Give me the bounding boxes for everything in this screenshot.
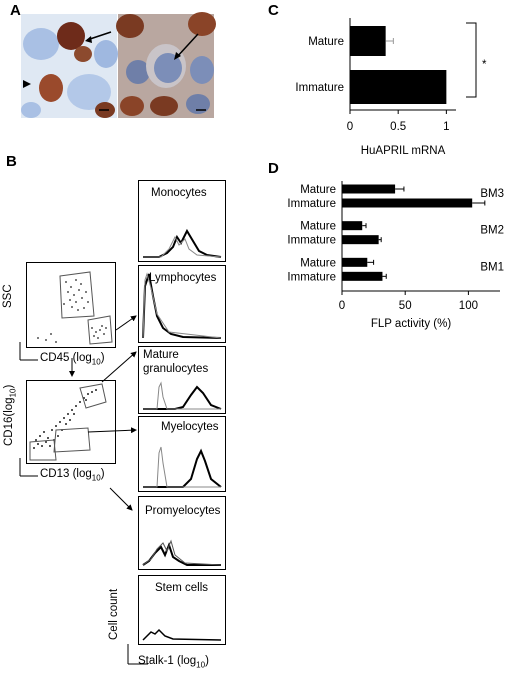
dot-plot-2-xlabel: CD13 (log10) (40, 468, 105, 483)
bar (350, 26, 386, 56)
bar (342, 221, 363, 231)
histogram-mature-granulocytes: Mature granulocytes (138, 346, 226, 414)
chart-d: Mature Immature Mature Immature Mature Immatu… (287, 181, 504, 330)
category-label: Immature (287, 271, 336, 283)
category-label: Mature (308, 36, 344, 48)
dot-plot-cd45-ssc (26, 262, 116, 348)
category-label: Mature (300, 257, 336, 269)
significance-bracket (466, 22, 477, 98)
histogram-ylabel: Cell count (108, 588, 120, 640)
dot-plot-cd13-cd16 (26, 380, 116, 464)
histogram-stem-cells: Stem cells (138, 575, 226, 645)
bar (342, 184, 396, 194)
bar (350, 70, 447, 104)
category-label: Mature (300, 184, 336, 196)
panel-label-a: A (10, 2, 21, 19)
category-label: Immature (295, 82, 344, 94)
histogram-label: Lymphocytes (149, 272, 217, 284)
panel-label-b: B (6, 153, 17, 170)
histogram-label-line1: Mature (143, 349, 179, 361)
micrograph-right (116, 12, 216, 118)
bar (342, 198, 473, 208)
group-label: BM2 (480, 225, 504, 237)
category-label: Mature (300, 221, 336, 233)
x-tick-label: 50 (399, 300, 412, 312)
bar (342, 257, 368, 267)
histogram-lymphocytes: Lymphocytes (138, 265, 226, 343)
bar (342, 235, 379, 245)
histogram-promyelocytes: Promyelocytes (138, 496, 226, 570)
histogram-label-line2: granulocytes (143, 363, 209, 375)
histogram-label: Myelocytes (161, 421, 219, 433)
x-tick-label: 100 (459, 300, 478, 312)
panel-label-d: D (268, 160, 279, 177)
chart-c: Mature Immature 0 0.5 1 HuAPRIL mRNA * (295, 18, 487, 157)
histogram-axes (127, 644, 148, 665)
histogram-label: Promyelocytes (145, 505, 221, 517)
micrograph-left (21, 14, 118, 118)
x-tick-label: 1 (443, 121, 449, 133)
histogram-label: Stem cells (155, 582, 209, 594)
significance-label: * (482, 59, 487, 71)
bar (342, 271, 383, 281)
histogram-monocytes: Monocytes (138, 180, 226, 262)
category-label: Immature (287, 235, 336, 247)
x-axis-label: FLP activity (%) (371, 318, 451, 330)
x-tick-label: 0.5 (390, 121, 406, 133)
category-label: Immature (287, 198, 336, 210)
histogram-label: Monocytes (151, 187, 207, 199)
x-tick-label: 0 (339, 300, 345, 312)
group-label: BM1 (480, 261, 504, 273)
x-tick-label: 0 (347, 121, 353, 133)
x-axis-label: HuAPRIL mRNA (361, 145, 446, 157)
panel-label-c: C (268, 2, 279, 19)
histogram-myelocytes: Myelocytes (138, 416, 226, 492)
group-label: BM3 (480, 188, 504, 200)
dot-plot-1-xlabel: CD45 (log10) (40, 352, 105, 367)
dot-plot-1-axes (19, 342, 38, 361)
dot-plot-2-axes (19, 458, 38, 477)
histogram-xlabel: Stalk-1 (log10) (138, 655, 209, 670)
